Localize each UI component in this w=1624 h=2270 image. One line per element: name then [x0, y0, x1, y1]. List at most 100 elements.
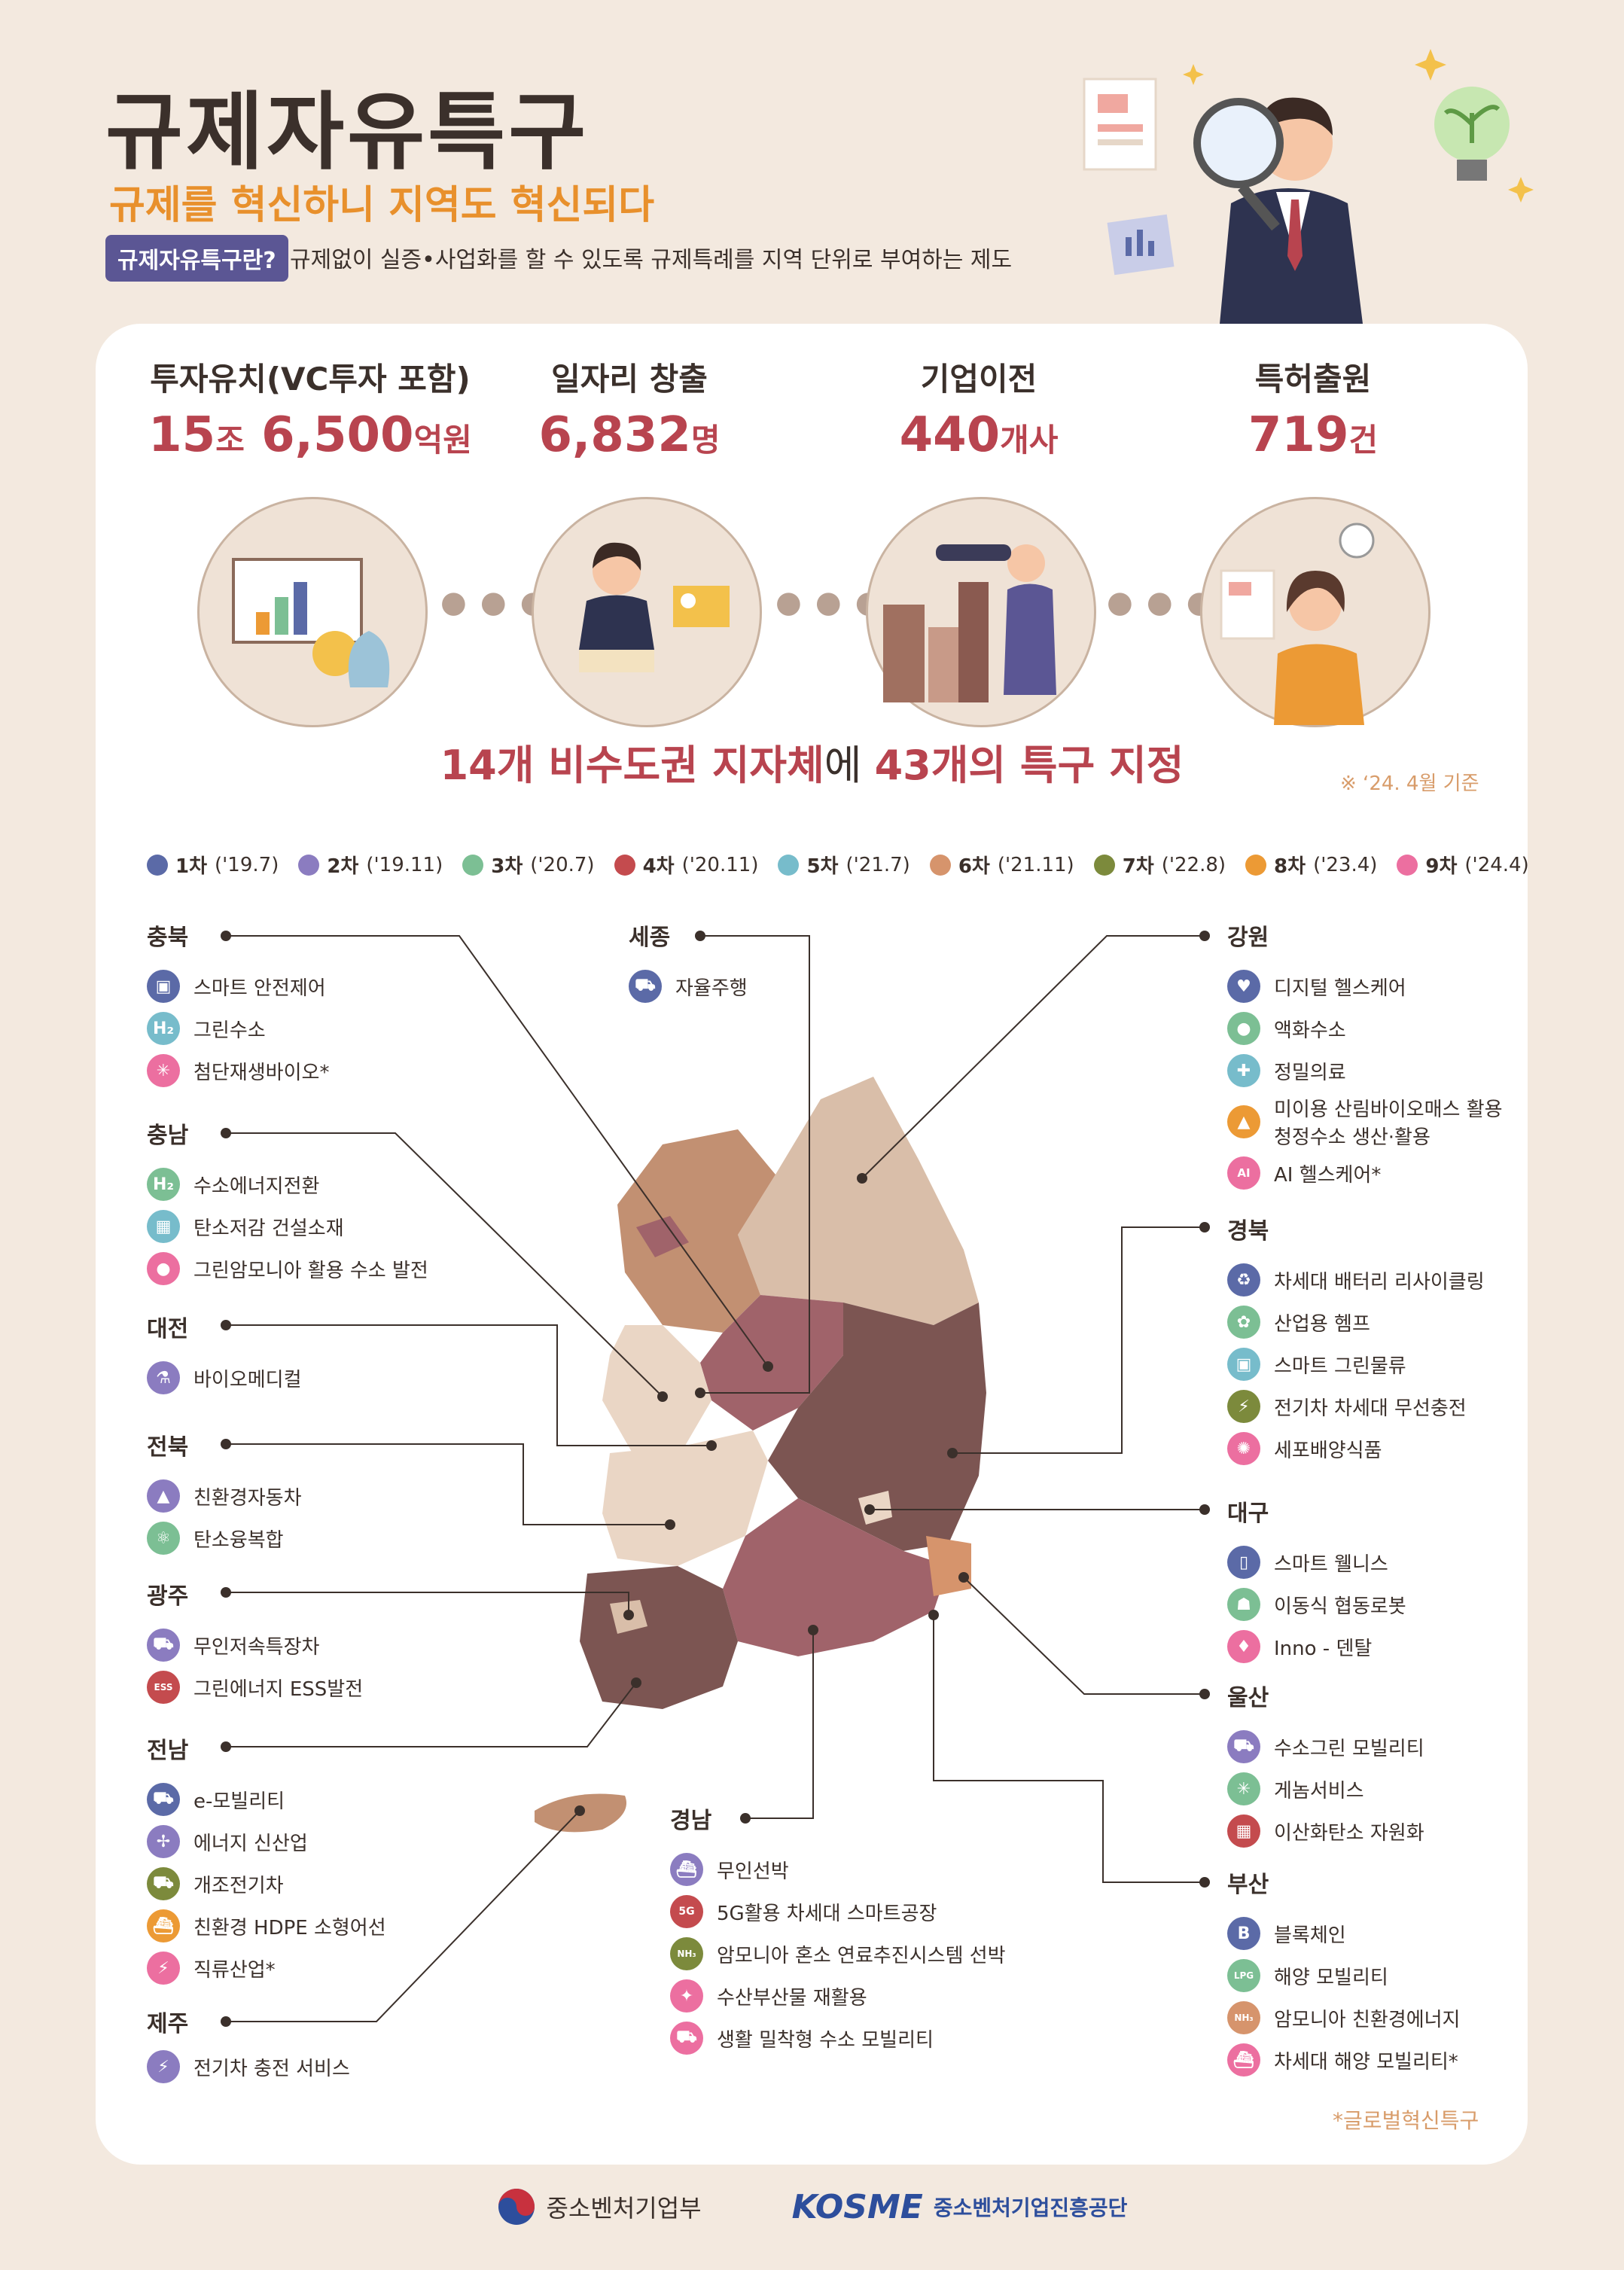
page-title: 규제자유특구	[105, 84, 590, 181]
legend-item: 1차 ('19.7)	[147, 851, 279, 879]
leader-line-jeju	[226, 1810, 580, 2022]
list-item: ☗ 이동식 협동로봇	[1227, 1583, 1406, 1626]
region-block-sejong: 세종 ⛟ 자율주행	[629, 919, 748, 1007]
logistics-box-icon: ▣	[1227, 1348, 1260, 1381]
connector-dots: ●●●	[775, 585, 895, 620]
list-item: ✦ 수산부산물 재활용	[670, 1975, 1006, 2017]
region-name: 부산	[1227, 1872, 1269, 1898]
fish-icon: ✦	[670, 1979, 703, 2013]
region-name: 세종	[629, 925, 671, 951]
stat-value: 6,832명	[538, 407, 721, 463]
headline: 14개 비수도권 지자체에 43개의 특구 지정	[440, 742, 1184, 789]
list-item: NH₃ 암모니아 친환경에너지	[1227, 1997, 1460, 2039]
patent-idea-illustration	[1200, 497, 1431, 727]
list-item: ⚡ 전기차 충전 서비스	[147, 2046, 350, 2088]
region-block-daejeon: 대전 ⚗ 바이오메디컬	[147, 1310, 302, 1399]
stat-value: 15조 6,500억원	[148, 407, 472, 463]
stat-value: 719건	[1248, 407, 1379, 463]
ev-charging-icon: ⚡	[147, 2050, 180, 2083]
list-item: ⚛ 탄소융복합	[147, 1517, 302, 1559]
list-item: ▦ 탄소저감 건설소재	[147, 1205, 428, 1248]
cell-culture-icon: ✺	[1227, 1432, 1260, 1465]
region-gyeongbuk-shape	[768, 1303, 986, 1551]
kosme-logo: KOSME 중소벤처기업진흥공단	[791, 2187, 1128, 2226]
legend-dot-icon	[1245, 854, 1267, 876]
hydrogen-car-icon: ⛟	[1227, 1730, 1260, 1763]
leader-line-gangwon	[861, 935, 1205, 1179]
list-item: ♦ Inno - 덴탈	[1227, 1626, 1406, 1668]
region-name: 울산	[1227, 1685, 1269, 1711]
liquid-hydrogen-icon: ●	[1227, 1012, 1260, 1045]
leader-line-chungbuk	[226, 935, 769, 1367]
test-tube-icon: ⚗	[147, 1361, 180, 1394]
legend-item: 7차 ('22.8)	[1093, 851, 1226, 879]
region-block-jeonbuk: 전북 ▲ 친환경자동차 ⚛ 탄소융복합	[147, 1428, 302, 1559]
leader-line-gyeongbuk	[952, 1226, 1205, 1454]
leader-line-busan	[933, 1615, 1205, 1883]
region-block-ulsan: 울산 ⛟ 수소그린 모빌리티 ✳ 게놈서비스 ▦ 이산화탄소 자원화	[1227, 1679, 1424, 1852]
list-item: ⛟ e-모빌리티	[147, 1778, 386, 1821]
list-item: ⛴ 차세대 해양 모빌리티*	[1227, 2039, 1460, 2081]
telescope-illustration	[866, 497, 1096, 727]
list-item: ⛴ 친환경 HDPE 소형어선	[147, 1905, 386, 1947]
legend-item: 2차 ('19.11)	[298, 851, 443, 879]
region-block-gangwon: 강원 ♥ 디지털 헬스케어 ● 액화수소 ✚ 정밀의료 ▲ 미이용 산림바이오매스 활용…	[1227, 919, 1503, 1194]
businessman-illustration	[1083, 49, 1534, 324]
leader-lines	[226, 935, 1205, 2022]
leader-line-daejeon	[226, 1324, 711, 1446]
region-chungbuk-shape	[700, 1295, 843, 1431]
building-icon: ▦	[147, 1210, 180, 1243]
list-item: ⛟ 수소그린 모빌리티	[1227, 1726, 1424, 1768]
legend-dot-icon	[1093, 854, 1115, 876]
list-item: ✢ 에너지 신산업	[147, 1821, 386, 1863]
legend: 1차 ('19.7) 2차 ('19.11) 3차 ('20.7) 4차 ('20.11…	[147, 851, 1529, 879]
investment-chart-illustration	[197, 497, 428, 727]
legend-item: 5차 ('21.7)	[778, 851, 910, 879]
region-name: 전북	[147, 1434, 189, 1461]
list-item: ✚ 정밀의료	[1227, 1050, 1503, 1092]
region-block-gyeongnam: 경남 ⛴ 무인선박 5G 5G활용 차세대 스마트공장 NH₃ 암모니아 혼소 연료추…	[670, 1802, 1006, 2059]
list-item: ▦ 이산화탄소 자원화	[1227, 1810, 1424, 1852]
list-item: ● 그린암모니아 활용 수소 발전	[147, 1248, 428, 1290]
region-name: 경북	[1227, 1218, 1269, 1245]
list-item: ⛴ 무인선박	[670, 1848, 1006, 1891]
leader-line-gwangju	[226, 1592, 629, 1615]
e-mobility-icon: ⛟	[147, 1783, 180, 1816]
region-ulsan-shape	[926, 1536, 971, 1596]
legend-item: 4차 ('20.11)	[614, 851, 758, 879]
hydrogen-icon: H₂	[147, 1168, 180, 1201]
list-item: ESS 그린에너지 ESS발전	[147, 1666, 363, 1708]
legend-dot-icon	[929, 854, 951, 876]
list-item: ⚡ 직류산업*	[147, 1947, 386, 1989]
taegeuk-icon	[498, 2189, 535, 2225]
list-item: ▣ 스마트 그린물류	[1227, 1343, 1485, 1385]
region-name: 충남	[147, 1123, 189, 1149]
list-item: H₂ 그린수소	[147, 1007, 329, 1050]
legend-item: 6차 ('21.11)	[929, 851, 1074, 879]
basis-note: ※ ‘24. 4월 기준	[1340, 772, 1479, 795]
list-item: ⛟ 생활 밀착형 수소 모빌리티	[670, 2017, 1006, 2059]
region-name: 전남	[147, 1738, 189, 1764]
list-item: ♥ 디지털 헬스케어	[1227, 965, 1503, 1007]
list-item: ✳ 게놈서비스	[1227, 1768, 1424, 1810]
list-item: ✳ 첨단재생바이오*	[147, 1050, 329, 1092]
region-chungnam-shape	[602, 1325, 711, 1453]
map-regions	[535, 1077, 986, 1833]
list-item: ⛟ 무인저속특장차	[147, 1624, 363, 1666]
unmanned-ship-icon: ⛴	[670, 1853, 703, 1886]
ai-icon: AI	[1227, 1156, 1260, 1190]
stat-patents: 특허출원 719건	[1117, 354, 1509, 463]
robot-icon: ☗	[1227, 1588, 1260, 1621]
region-block-gyeongbuk: 경북 ♻ 차세대 배터리 리사이클링 ✿ 산업용 헴프 ▣ 스마트 그린물류 ⚡ 전기차…	[1227, 1212, 1485, 1470]
stat-label: 기업이전	[920, 361, 1037, 398]
kosme-logo-text: KOSME	[791, 2187, 923, 2226]
autonomous-car-icon: ⛟	[629, 970, 662, 1003]
hydrogen-car-icon: ⛟	[670, 2022, 703, 2055]
list-item: ♻ 차세대 배터리 리사이클링	[1227, 1259, 1485, 1301]
ministry-logo: 중소벤처기업부	[497, 2187, 702, 2226]
list-item: ⛟ 개조전기차	[147, 1863, 386, 1905]
leader-line-ulsan	[963, 1577, 1205, 1695]
region-name: 충북	[147, 925, 189, 951]
5g-factory-icon: 5G	[670, 1895, 703, 1928]
leader-line-chungnam	[226, 1132, 663, 1397]
